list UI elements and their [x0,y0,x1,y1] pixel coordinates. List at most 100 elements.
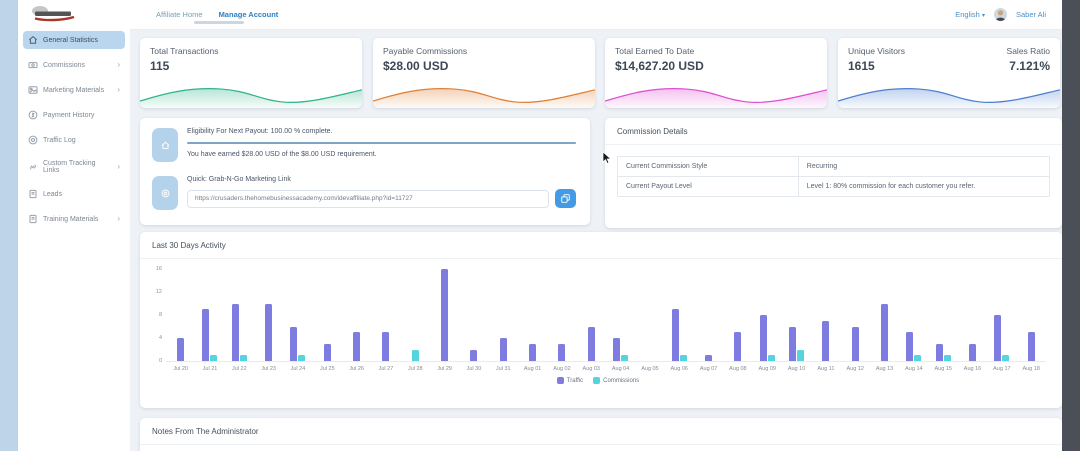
bar-group-jul-28 [401,269,430,361]
right-edge-panel [1062,0,1080,451]
stat-value: 1615 [848,59,875,73]
bar-commissions-jul-24 [298,355,306,361]
bar-group-aug-04 [606,269,635,361]
x-tick-label: Aug 18 [1022,366,1040,372]
bar-commissions-aug-06 [679,355,687,361]
quick-link-label: Quick: Grab-N-Go Marketing Link [187,176,291,183]
x-tick-label: Jul 28 [407,366,423,372]
chevron-right-icon: › [117,85,120,94]
y-tick-label: 16 [155,266,162,272]
x-tick-label: Aug 17 [993,366,1011,372]
x-tick-label: Jul 29 [437,366,452,372]
sidebar-item-leads[interactable]: Leads [23,185,125,203]
bar-group-aug-18 [1017,269,1046,361]
bar-group-aug-06 [665,269,694,361]
bar-traffic-aug-03 [587,326,595,361]
sidebar-item-label: Custom Tracking Links [43,160,96,174]
language-dropdown[interactable]: English ▾ [955,10,985,19]
sparkline-chart [373,82,595,108]
x-tick-label: Aug 12 [846,366,864,372]
bar-traffic-aug-16 [969,343,977,361]
marketing-link-input[interactable] [187,189,549,208]
x-tick-label: Aug 06 [670,366,688,372]
table-row: Current Commission Style Recurring [618,157,1049,177]
stat-value-sales-ratio: 7.121% [1009,59,1050,73]
x-tick-label: Aug 03 [582,366,600,372]
bar-traffic-aug-04 [613,338,621,361]
legend-item-traffic[interactable]: Traffic [556,377,583,384]
table-cell-value: Level 1: 80% commission for each custome… [806,183,976,190]
sidebar-item-training-materials[interactable]: Training Materials › [23,210,125,228]
bar-group-aug-17 [987,269,1016,361]
sidebar-item-traffic-log[interactable]: Traffic Log [23,131,125,149]
bar-group-jul-29 [430,269,459,361]
card-total-transactions: Total Transactions 115 [140,38,362,108]
sidebar-item-marketing-materials[interactable]: Marketing Materials › [23,81,125,99]
x-tick-label: Aug 09 [758,366,776,372]
tab-manage-account[interactable]: Manage Account [218,10,279,19]
chart-y-axis: 0 4 8 12 16 [150,266,166,364]
bar-group-jul-20 [166,269,195,361]
y-tick-label: 4 [158,335,162,341]
eligibility-earned-text: You have earned $28.00 USD of the $8.00 … [187,151,377,158]
x-tick-label: Jul 31 [495,366,511,372]
bar-group-jul-31 [489,269,518,361]
user-name[interactable]: Saber Ali [1015,10,1046,19]
bar-group-aug-01 [518,269,547,361]
mouse-cursor [602,151,612,170]
bar-traffic-jul-21 [202,309,210,361]
sidebar-item-general-statistics[interactable]: General Statistics [23,31,125,49]
tab-affiliate-home[interactable]: Affiliate Home [156,10,203,19]
activity-chart-card: Last 30 Days Activity 0 4 8 12 16 Jul 20 Jul … [140,232,1062,408]
stat-title: Total Transactions [150,46,219,56]
bar-traffic-jul-23 [265,303,273,361]
chevron-right-icon: › [117,214,120,223]
bar-group-jul-27 [371,269,400,361]
bar-group-jul-22 [225,269,254,361]
company-logo[interactable] [18,0,130,29]
bar-traffic-jul-26 [353,332,361,361]
sidebar-item-payment-history[interactable]: Payment History [23,106,125,124]
sidebar-item-label: General Statistics [43,36,98,44]
bar-group-jul-25 [313,269,342,361]
bar-commissions-jul-21 [210,355,218,361]
table-row: Current Payout Level Level 1: 80% commiss… [618,177,1049,196]
sidebar-item-custom-tracking-links[interactable]: Custom Tracking Links › [23,156,125,178]
payout-icon [152,128,178,162]
tab-scrollbar-thumb[interactable] [194,21,244,24]
bar-traffic-aug-07 [705,355,713,361]
table-cell-value: Recurring [806,163,838,170]
chart-x-axis: Jul 20 Jul 21 Jul 22 Jul 23 Jul 24 Jul 25 Jul … [166,362,1046,372]
bar-group-aug-09 [753,269,782,361]
sidebar-item-label: Leads [43,190,63,198]
legend-item-commissions[interactable]: Commissions [593,377,639,384]
x-tick-label: Aug 13 [875,366,894,372]
bar-traffic-aug-01 [529,343,537,361]
x-tick-label: Aug 02 [553,366,571,372]
copy-link-button[interactable] [555,189,576,208]
document-icon [28,214,38,224]
sparkline-chart [838,82,1060,108]
main-content: Total Transactions 115 Payable Commissio… [130,30,1062,451]
bar-traffic-aug-10 [789,326,797,361]
sparkline-chart [140,82,362,108]
link-icon [28,162,38,172]
x-tick-label: Jul 26 [349,366,364,372]
globe-icon [28,135,38,145]
user-avatar[interactable] [993,8,1007,21]
sparkline-chart [605,82,827,108]
y-tick-label: 12 [155,289,162,295]
home-icon [28,35,38,45]
commission-table: Current Commission Style Recurring Current… [617,156,1050,197]
document-icon [28,189,38,199]
table-cell-label: Current Payout Level [618,177,799,196]
x-tick-label: Jul 22 [231,366,247,372]
sidebar-item-commissions[interactable]: Commissions › [23,56,125,74]
bar-commissions-aug-09 [767,355,775,361]
bar-commissions-jul-22 [239,355,247,361]
bar-traffic-aug-13 [881,303,889,361]
card-total-earned: Total Earned To Date $14,627.20 USD [605,38,827,108]
sidebar-item-label: Payment History [43,111,95,119]
legend-swatch [593,377,601,384]
stat-value: 115 [150,59,170,73]
